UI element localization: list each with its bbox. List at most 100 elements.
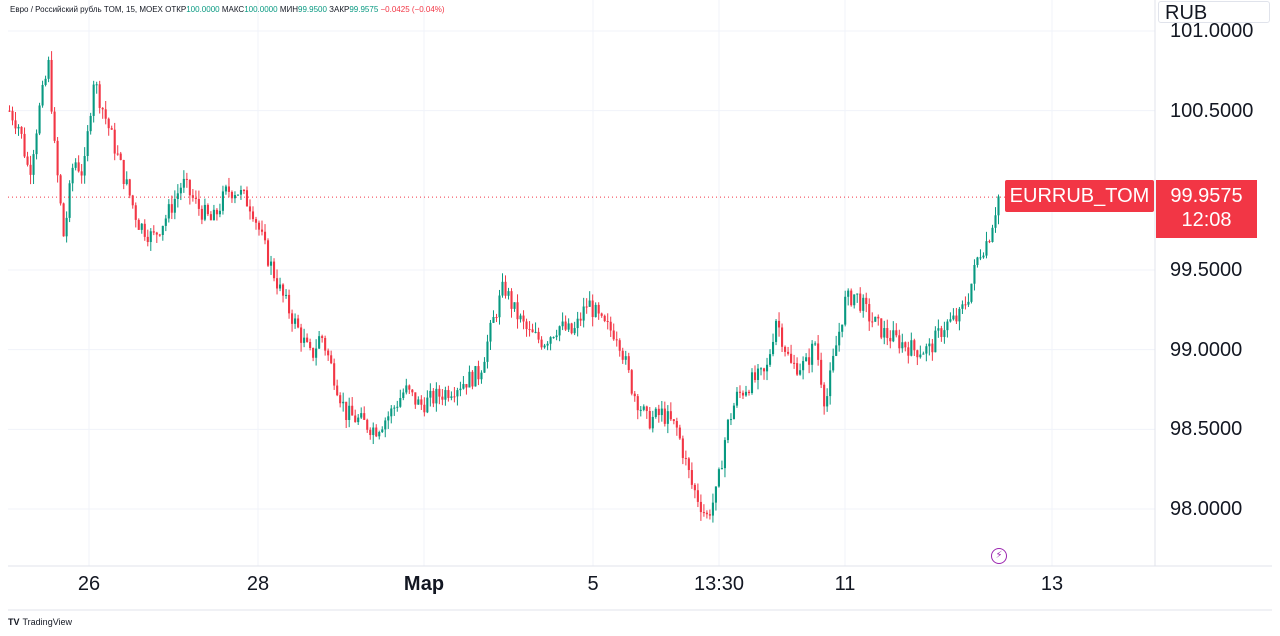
candle-body xyxy=(459,388,462,391)
candle-body xyxy=(850,290,853,306)
candle-body xyxy=(71,167,74,184)
candle-body xyxy=(937,328,940,331)
candle-body xyxy=(732,405,736,420)
candle-body xyxy=(188,179,191,196)
candle-body xyxy=(603,315,606,322)
candle-body xyxy=(432,390,435,404)
candle-body xyxy=(441,396,444,400)
candle-body xyxy=(348,405,351,420)
candle-body xyxy=(597,304,600,314)
candle-body xyxy=(272,261,276,279)
legend-high-label: МАКС xyxy=(221,5,245,14)
legend-title: Евро / Российский рубль TOM, 15, MOEX xyxy=(10,5,163,14)
candle-body xyxy=(790,353,793,363)
candle-body xyxy=(366,419,369,430)
candle-body xyxy=(886,328,889,338)
candle-body xyxy=(275,278,279,289)
candle-body xyxy=(245,190,249,207)
candle-body xyxy=(802,361,805,371)
candle-body xyxy=(648,411,651,429)
candle-body xyxy=(771,341,775,355)
candle-body xyxy=(435,388,438,404)
candle-body xyxy=(904,342,907,348)
candle-body xyxy=(958,308,961,322)
legend-open-label: ОТКР xyxy=(165,5,187,14)
candle-body xyxy=(582,306,585,321)
candle-body xyxy=(50,59,53,112)
candle-body xyxy=(209,214,212,221)
candle-body xyxy=(122,159,125,184)
candle-body xyxy=(429,390,432,398)
candle-body xyxy=(516,302,519,320)
candle-body xyxy=(486,341,489,362)
candle-body xyxy=(871,321,874,323)
candle-body xyxy=(817,343,820,360)
legend-close: 99.9575 xyxy=(349,5,379,14)
candle-body xyxy=(203,204,206,220)
candle-body xyxy=(723,440,726,469)
candle-body xyxy=(952,315,955,320)
candle-body xyxy=(811,343,814,365)
candle-body xyxy=(615,339,618,341)
candle-body xyxy=(218,210,221,215)
candle-body xyxy=(80,171,83,176)
candle-body xyxy=(895,330,898,336)
candle-body xyxy=(666,411,669,424)
candle-body xyxy=(964,304,967,306)
candle-body xyxy=(853,294,856,306)
y-tick-label: 99.0000 xyxy=(1170,339,1243,361)
candle-body xyxy=(832,355,835,371)
candle-body xyxy=(654,408,657,417)
candle-body xyxy=(417,399,420,405)
candle-body xyxy=(387,416,390,421)
candle-body xyxy=(726,419,730,441)
candle-body xyxy=(462,384,465,389)
candle-body xyxy=(137,219,140,230)
candle-body xyxy=(143,223,146,237)
candle-body xyxy=(991,227,994,242)
tradingview-logo[interactable]: TV TradingView xyxy=(8,617,72,627)
candle-body xyxy=(504,281,507,296)
candle-body xyxy=(233,195,237,199)
candle-body xyxy=(519,315,522,320)
lightning-icon[interactable]: ⚡ xyxy=(991,548,1007,564)
legend-close-label: ЗАКР xyxy=(329,5,350,14)
currency-selector[interactable]: RUB xyxy=(1158,1,1270,24)
candle-body xyxy=(913,340,916,351)
candle-body xyxy=(251,211,255,220)
candle-body xyxy=(684,457,687,459)
candle-body xyxy=(74,162,77,168)
candle-body xyxy=(609,321,612,331)
candle-body xyxy=(651,416,654,429)
candle-body xyxy=(336,385,339,396)
candle-body xyxy=(579,318,582,321)
candle-body xyxy=(778,320,781,328)
candle-body xyxy=(657,408,660,416)
candle-body xyxy=(224,186,227,192)
candle-body xyxy=(606,321,609,323)
candle-body xyxy=(426,397,429,413)
candle-body xyxy=(378,432,381,437)
last-price-value: 99.9575 xyxy=(1170,185,1243,207)
tv-logo-icon: TV xyxy=(8,617,20,627)
candle-body xyxy=(8,110,11,112)
candle-body xyxy=(687,458,690,471)
candle-body xyxy=(546,343,549,346)
candle-body xyxy=(420,399,423,405)
tv-logo-text: TradingView xyxy=(22,617,73,627)
candle-body xyxy=(588,300,591,307)
candle-body xyxy=(805,357,808,362)
candle-body xyxy=(221,191,224,211)
candle-body xyxy=(567,323,570,330)
candle-body xyxy=(95,84,98,86)
candle-body xyxy=(756,368,760,380)
candle-body xyxy=(327,350,330,356)
candle-body xyxy=(714,486,717,503)
candle-body xyxy=(128,179,131,196)
candle-body xyxy=(149,231,152,243)
candle-body xyxy=(411,389,414,393)
candle-body xyxy=(793,362,796,364)
candle-body xyxy=(729,419,733,421)
